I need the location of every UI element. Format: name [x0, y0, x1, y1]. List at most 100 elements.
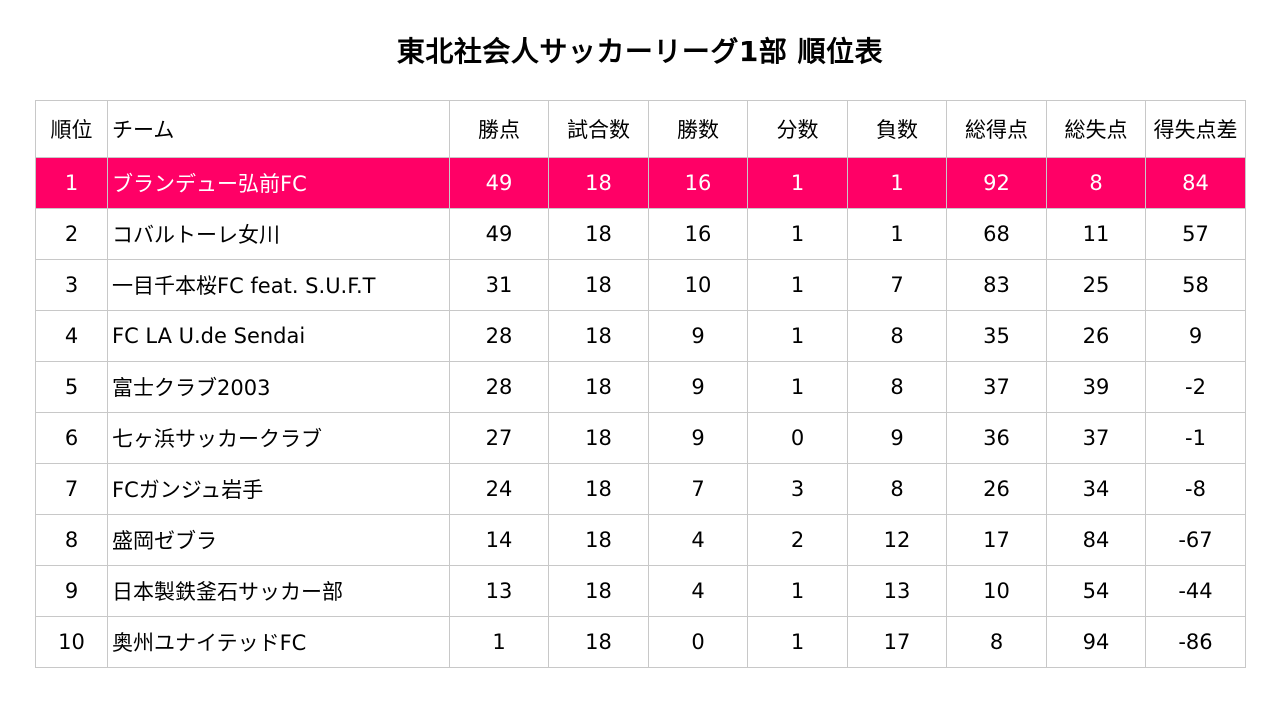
- header-goals-against: 総失点: [1046, 100, 1146, 158]
- cell-draws: 0: [747, 412, 848, 464]
- cell-team: 一目千本桜FC feat. S.U.F.T: [107, 259, 450, 311]
- header-goal-difference: 得失点差: [1145, 100, 1246, 158]
- cell-goals-for: 83: [946, 259, 1047, 311]
- cell-goal-difference: -2: [1145, 361, 1246, 413]
- table-row: 10 奥州ユナイテッドFC 1 18 0 1 17 8 94 -86: [35, 616, 1246, 668]
- cell-played: 18: [548, 157, 649, 209]
- cell-losses: 1: [847, 208, 947, 260]
- cell-goals-against: 54: [1046, 565, 1146, 617]
- cell-goals-against: 39: [1046, 361, 1146, 413]
- cell-wins: 9: [648, 361, 748, 413]
- cell-rank: 6: [35, 412, 108, 464]
- cell-goals-for: 26: [946, 463, 1047, 515]
- cell-goal-difference: 58: [1145, 259, 1246, 311]
- cell-points: 24: [449, 463, 549, 515]
- cell-team: 盛岡ゼブラ: [107, 514, 450, 566]
- cell-goals-against: 26: [1046, 310, 1146, 362]
- table-row: 6 七ヶ浜サッカークラブ 27 18 9 0 9 36 37 -1: [35, 412, 1246, 464]
- cell-rank: 7: [35, 463, 108, 515]
- header-played: 試合数: [548, 100, 649, 158]
- cell-points: 28: [449, 361, 549, 413]
- cell-played: 18: [548, 514, 649, 566]
- cell-losses: 8: [847, 310, 947, 362]
- standings-table: 順位 チーム 勝点 試合数 勝数 分数 負数 総得点 総失点 得失点差 1 ブラ…: [35, 100, 1246, 668]
- cell-losses: 8: [847, 361, 947, 413]
- table-row: 2 コバルトーレ女川 49 18 16 1 1 68 11 57: [35, 208, 1246, 260]
- cell-losses: 13: [847, 565, 947, 617]
- cell-played: 18: [548, 361, 649, 413]
- cell-played: 18: [548, 208, 649, 260]
- page-title: 東北社会人サッカーリーグ1部 順位表: [396, 35, 884, 68]
- table-row: 7 FCガンジュ岩手 24 18 7 3 8 26 34 -8: [35, 463, 1246, 515]
- cell-losses: 17: [847, 616, 947, 668]
- cell-goal-difference: -67: [1145, 514, 1246, 566]
- cell-goal-difference: -8: [1145, 463, 1246, 515]
- cell-draws: 1: [747, 208, 848, 260]
- cell-goal-difference: 84: [1145, 157, 1246, 209]
- table-row: 8 盛岡ゼブラ 14 18 4 2 12 17 84 -67: [35, 514, 1246, 566]
- cell-wins: 10: [648, 259, 748, 311]
- cell-losses: 7: [847, 259, 947, 311]
- cell-played: 18: [548, 616, 649, 668]
- cell-draws: 1: [747, 361, 848, 413]
- cell-team: コバルトーレ女川: [107, 208, 450, 260]
- cell-goals-for: 8: [946, 616, 1047, 668]
- cell-wins: 9: [648, 310, 748, 362]
- cell-goals-for: 37: [946, 361, 1047, 413]
- cell-draws: 1: [747, 565, 848, 617]
- cell-goals-against: 84: [1046, 514, 1146, 566]
- header-team: チーム: [107, 100, 450, 158]
- cell-rank: 2: [35, 208, 108, 260]
- cell-losses: 12: [847, 514, 947, 566]
- cell-goals-for: 10: [946, 565, 1047, 617]
- cell-rank: 5: [35, 361, 108, 413]
- cell-rank: 3: [35, 259, 108, 311]
- cell-goals-for: 35: [946, 310, 1047, 362]
- table-row: 5 富士クラブ2003 28 18 9 1 8 37 39 -2: [35, 361, 1246, 413]
- table-row: 3 一目千本桜FC feat. S.U.F.T 31 18 10 1 7 83 …: [35, 259, 1246, 311]
- cell-points: 28: [449, 310, 549, 362]
- cell-team: 日本製鉄釜石サッカー部: [107, 565, 450, 617]
- cell-goal-difference: -86: [1145, 616, 1246, 668]
- table-row-leader: 1 ブランデュー弘前FC 49 18 16 1 1 92 8 84: [35, 157, 1246, 209]
- cell-played: 18: [548, 259, 649, 311]
- cell-played: 18: [548, 463, 649, 515]
- header-goals-for: 総得点: [946, 100, 1047, 158]
- cell-rank: 8: [35, 514, 108, 566]
- cell-goals-against: 11: [1046, 208, 1146, 260]
- cell-points: 13: [449, 565, 549, 617]
- cell-points: 49: [449, 157, 549, 209]
- header-draws: 分数: [747, 100, 848, 158]
- cell-points: 49: [449, 208, 549, 260]
- table-row: 4 FC LA U.de Sendai 28 18 9 1 8 35 26 9: [35, 310, 1246, 362]
- cell-goal-difference: 57: [1145, 208, 1246, 260]
- cell-losses: 9: [847, 412, 947, 464]
- cell-points: 14: [449, 514, 549, 566]
- cell-goals-for: 68: [946, 208, 1047, 260]
- cell-goals-for: 92: [946, 157, 1047, 209]
- cell-wins: 7: [648, 463, 748, 515]
- cell-goal-difference: 9: [1145, 310, 1246, 362]
- header-rank: 順位: [35, 100, 108, 158]
- cell-draws: 2: [747, 514, 848, 566]
- cell-team: 富士クラブ2003: [107, 361, 450, 413]
- cell-wins: 0: [648, 616, 748, 668]
- cell-wins: 16: [648, 208, 748, 260]
- cell-points: 27: [449, 412, 549, 464]
- cell-rank: 9: [35, 565, 108, 617]
- cell-played: 18: [548, 310, 649, 362]
- cell-draws: 1: [747, 616, 848, 668]
- header-points: 勝点: [449, 100, 549, 158]
- cell-goals-against: 94: [1046, 616, 1146, 668]
- cell-draws: 3: [747, 463, 848, 515]
- cell-played: 18: [548, 412, 649, 464]
- cell-goals-against: 37: [1046, 412, 1146, 464]
- cell-goals-for: 36: [946, 412, 1047, 464]
- cell-rank: 10: [35, 616, 108, 668]
- cell-wins: 9: [648, 412, 748, 464]
- header-losses: 負数: [847, 100, 947, 158]
- cell-rank: 4: [35, 310, 108, 362]
- table-row: 9 日本製鉄釜石サッカー部 13 18 4 1 13 10 54 -44: [35, 565, 1246, 617]
- header-wins: 勝数: [648, 100, 748, 158]
- cell-team: FCガンジュ岩手: [107, 463, 450, 515]
